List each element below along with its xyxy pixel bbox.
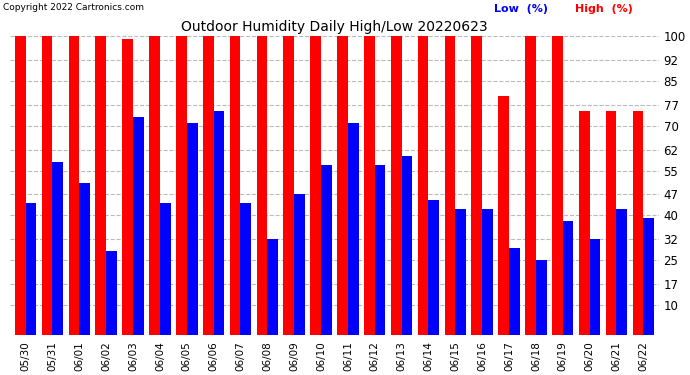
Bar bbox=[321, 165, 332, 335]
Bar bbox=[643, 218, 654, 335]
Bar bbox=[203, 36, 214, 335]
Bar bbox=[498, 96, 509, 335]
Bar bbox=[509, 248, 520, 335]
Bar bbox=[616, 209, 627, 335]
Bar bbox=[106, 251, 117, 335]
Text: Low  (%): Low (%) bbox=[493, 4, 548, 14]
Bar bbox=[267, 239, 278, 335]
Bar bbox=[375, 165, 386, 335]
Bar bbox=[284, 36, 294, 335]
Bar bbox=[633, 111, 643, 335]
Bar bbox=[310, 36, 321, 335]
Bar bbox=[95, 36, 106, 335]
Bar bbox=[68, 36, 79, 335]
Bar bbox=[52, 162, 63, 335]
Bar bbox=[444, 36, 455, 335]
Bar bbox=[79, 183, 90, 335]
Text: Copyright 2022 Cartronics.com: Copyright 2022 Cartronics.com bbox=[3, 3, 144, 12]
Bar bbox=[589, 239, 600, 335]
Bar bbox=[402, 156, 413, 335]
Bar bbox=[214, 111, 224, 335]
Bar bbox=[455, 209, 466, 335]
Text: High  (%): High (%) bbox=[575, 4, 633, 14]
Bar bbox=[391, 36, 402, 335]
Bar bbox=[176, 36, 187, 335]
Bar bbox=[133, 117, 144, 335]
Bar bbox=[149, 36, 160, 335]
Bar bbox=[294, 195, 305, 335]
Bar bbox=[525, 36, 536, 335]
Bar bbox=[257, 36, 267, 335]
Bar bbox=[482, 209, 493, 335]
Bar bbox=[563, 221, 573, 335]
Bar bbox=[606, 111, 616, 335]
Title: Outdoor Humidity Daily High/Low 20220623: Outdoor Humidity Daily High/Low 20220623 bbox=[181, 20, 488, 34]
Bar bbox=[364, 36, 375, 335]
Bar bbox=[241, 203, 251, 335]
Bar bbox=[428, 200, 440, 335]
Bar bbox=[187, 123, 197, 335]
Bar bbox=[15, 36, 26, 335]
Bar bbox=[536, 260, 546, 335]
Bar bbox=[417, 36, 428, 335]
Bar bbox=[26, 203, 37, 335]
Bar bbox=[41, 36, 52, 335]
Bar bbox=[230, 36, 241, 335]
Bar bbox=[160, 203, 170, 335]
Bar bbox=[579, 111, 589, 335]
Bar bbox=[348, 123, 359, 335]
Bar bbox=[552, 36, 563, 335]
Bar bbox=[337, 36, 348, 335]
Bar bbox=[122, 39, 133, 335]
Bar bbox=[471, 36, 482, 335]
